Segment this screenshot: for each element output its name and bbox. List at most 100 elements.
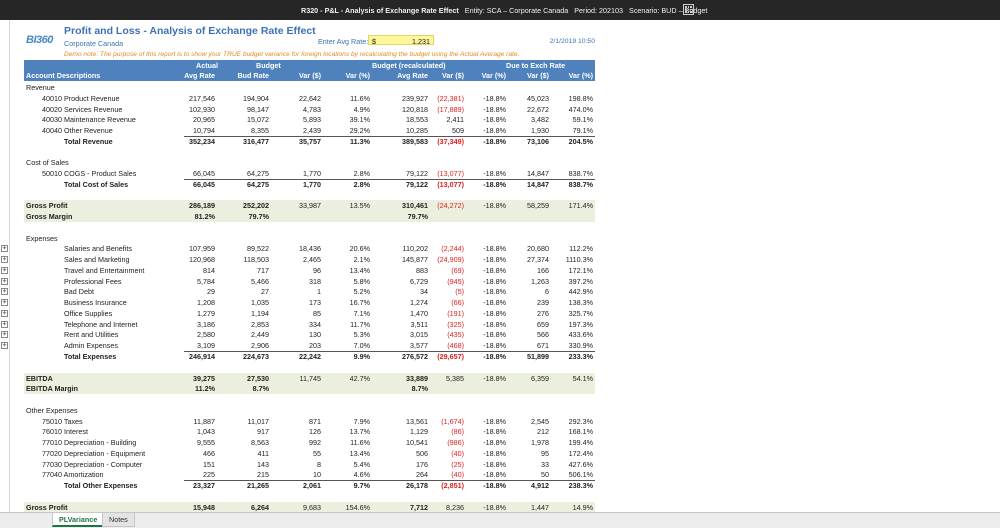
row-value-col-5: 34 xyxy=(420,287,428,297)
report-date: 2/1/2019 10:50 xyxy=(549,38,595,45)
row-value-col-7: -18.8% xyxy=(483,276,506,286)
row-value-col-8: 212 xyxy=(537,427,549,437)
row-value-col-3: 18,436 xyxy=(299,244,321,254)
table-row: Total Expenses 246,914 224,673 22,242 9.9% 27… xyxy=(24,351,595,362)
expand-plus-icon[interactable]: + xyxy=(1,244,8,253)
avg-rate-value[interactable]: 1.231 xyxy=(412,37,430,46)
row-value-col-8: 6,359 xyxy=(531,373,549,383)
table-row: Bad Debt 29 27 1 5.2% 34 (5) -18.8% 6 442.9% xyxy=(24,286,595,297)
row-value-col-1: 217,546 xyxy=(189,93,215,103)
row-label: Bad Debt xyxy=(64,287,94,297)
row-value-col-7: -18.8% xyxy=(483,470,506,480)
expand-plus-icon[interactable]: + xyxy=(1,298,8,307)
row-value-col-7: -18.8% xyxy=(483,115,506,125)
row-value-col-3: 8 xyxy=(317,459,321,469)
row-value-col-5: 1,470 xyxy=(410,308,428,318)
row-value-col-8: 33 xyxy=(541,459,549,469)
row-value-col-2: 143 xyxy=(257,459,269,469)
row-label: 40020 Services Revenue xyxy=(42,104,123,114)
report-sheet: BI360 Profit and Loss - Analysis of Exch… xyxy=(24,20,595,524)
row-value-col-6: (2,244) xyxy=(441,244,464,254)
expand-plus-icon[interactable]: + xyxy=(1,319,8,328)
row-value-col-3: 2,439 xyxy=(303,126,321,136)
row-value-col-1: 2,580 xyxy=(197,330,215,340)
row-label: Rent and Utilities xyxy=(64,330,119,340)
row-value-col-7: -18.8% xyxy=(483,427,506,437)
row-value-col-5: 389,583 xyxy=(402,136,428,146)
row-label: 77030 Depreciation - Computer xyxy=(42,459,143,469)
row-value-col-2: 316,477 xyxy=(243,136,269,146)
row-value-col-1: 1,279 xyxy=(197,308,215,318)
table-row: Professional Fees 5,784 5,466 318 5.8% 6,729 (… xyxy=(24,276,595,287)
row-value-col-4: 11.3% xyxy=(350,136,370,146)
blank-row xyxy=(24,394,595,405)
row-value-col-6: (2,851) xyxy=(441,481,464,491)
row-value-col-9: 59.1% xyxy=(572,115,593,125)
row-label: Expenses xyxy=(26,233,58,243)
row-value-col-8: 1,978 xyxy=(531,438,549,448)
table-row: Rent and Utilities 2,580 2,449 130 5.3% 3,015… xyxy=(24,329,595,340)
row-value-col-2: 717 xyxy=(257,265,269,275)
row-value-col-2: 8,355 xyxy=(251,126,269,136)
header-col-6: Var ($) xyxy=(442,71,464,80)
table-row: 40020 Services Revenue 102,930 98,147 4,783… xyxy=(24,104,595,115)
header-col-1: Avg Rate xyxy=(184,71,215,80)
avg-rate-input[interactable]: $ 1.231 xyxy=(368,35,434,46)
row-value-col-4: 7.0% xyxy=(353,341,370,351)
row-value-col-6: (40) xyxy=(451,448,464,458)
row-value-col-3: 11,745 xyxy=(299,373,321,383)
row-value-col-5: 6,729 xyxy=(410,276,428,286)
expand-plus-icon[interactable]: + xyxy=(1,255,8,264)
row-value-col-9: 172.1% xyxy=(568,265,593,275)
table-row: Office Supplies 1,279 1,194 85 7.1% 1,470 (191… xyxy=(24,308,595,319)
row-label: Total Expenses xyxy=(64,352,117,361)
row-value-col-3: 173 xyxy=(309,298,321,308)
row-value-col-2: 6,264 xyxy=(251,502,269,512)
expand-plus-icon[interactable]: + xyxy=(1,287,8,296)
total-rule xyxy=(184,135,595,137)
row-label: 50010 COGS - Product Sales xyxy=(42,169,137,179)
row-value-col-9: 79.1% xyxy=(572,126,593,136)
row-label: Telephone and Internet xyxy=(64,319,138,329)
row-value-col-1: 39,275 xyxy=(193,373,215,383)
expand-plus-icon[interactable]: + xyxy=(1,265,8,274)
row-value-col-7: -18.8% xyxy=(483,448,506,458)
header-account-descriptions: Account Descriptions xyxy=(26,71,101,80)
spreadsheet-icon[interactable] xyxy=(683,4,694,15)
row-value-col-7: -18.8% xyxy=(483,502,506,512)
row-value-col-7: -18.8% xyxy=(483,308,506,318)
row-value-col-7: -18.8% xyxy=(483,201,506,211)
row-value-col-1: 81.2% xyxy=(194,212,215,222)
row-value-col-3: 9,683 xyxy=(303,502,321,512)
expand-plus-icon[interactable]: + xyxy=(1,308,8,317)
row-value-col-5: 26,178 xyxy=(406,481,428,491)
table-row: Gross Margin 81.2% 79.7% 79.7% xyxy=(24,211,595,223)
header-due-exch: Due to Exch Rate xyxy=(506,61,566,70)
tab-notes[interactable]: Notes xyxy=(102,513,135,527)
row-value-col-2: 21,265 xyxy=(247,481,269,491)
row-value-col-4: 13.4% xyxy=(349,448,370,458)
row-value-col-5: 1,129 xyxy=(410,427,428,437)
row-value-col-3: 992 xyxy=(309,438,321,448)
row-label: 75010 Taxes xyxy=(42,416,83,426)
row-value-col-8: 671 xyxy=(537,341,549,351)
row-value-col-1: 246,914 xyxy=(189,352,215,361)
row-value-col-3: 85 xyxy=(313,308,321,318)
row-value-col-2: 2,853 xyxy=(251,319,269,329)
row-value-col-8: 22,672 xyxy=(527,104,549,114)
row-value-col-8: 14,847 xyxy=(527,179,549,189)
tab-plvariance[interactable]: PLVariance xyxy=(52,513,105,527)
row-value-col-9: 292.3% xyxy=(568,416,593,426)
header-col-8: Var ($) xyxy=(527,71,549,80)
row-value-col-3: 2,061 xyxy=(303,481,321,491)
row-value-col-6: (325) xyxy=(447,319,464,329)
row-label: Total Cost of Sales xyxy=(64,179,129,189)
row-value-col-7: -18.8% xyxy=(483,265,506,275)
row-value-col-2: 64,275 xyxy=(247,169,269,179)
row-label: 40040 Other Revenue xyxy=(42,126,113,136)
expand-plus-icon[interactable]: + xyxy=(1,330,8,339)
row-label: Gross Margin xyxy=(26,212,73,222)
expand-plus-icon[interactable]: + xyxy=(1,276,8,285)
row-label: EBITDA Margin xyxy=(26,384,79,394)
expand-plus-icon[interactable]: + xyxy=(1,341,8,350)
